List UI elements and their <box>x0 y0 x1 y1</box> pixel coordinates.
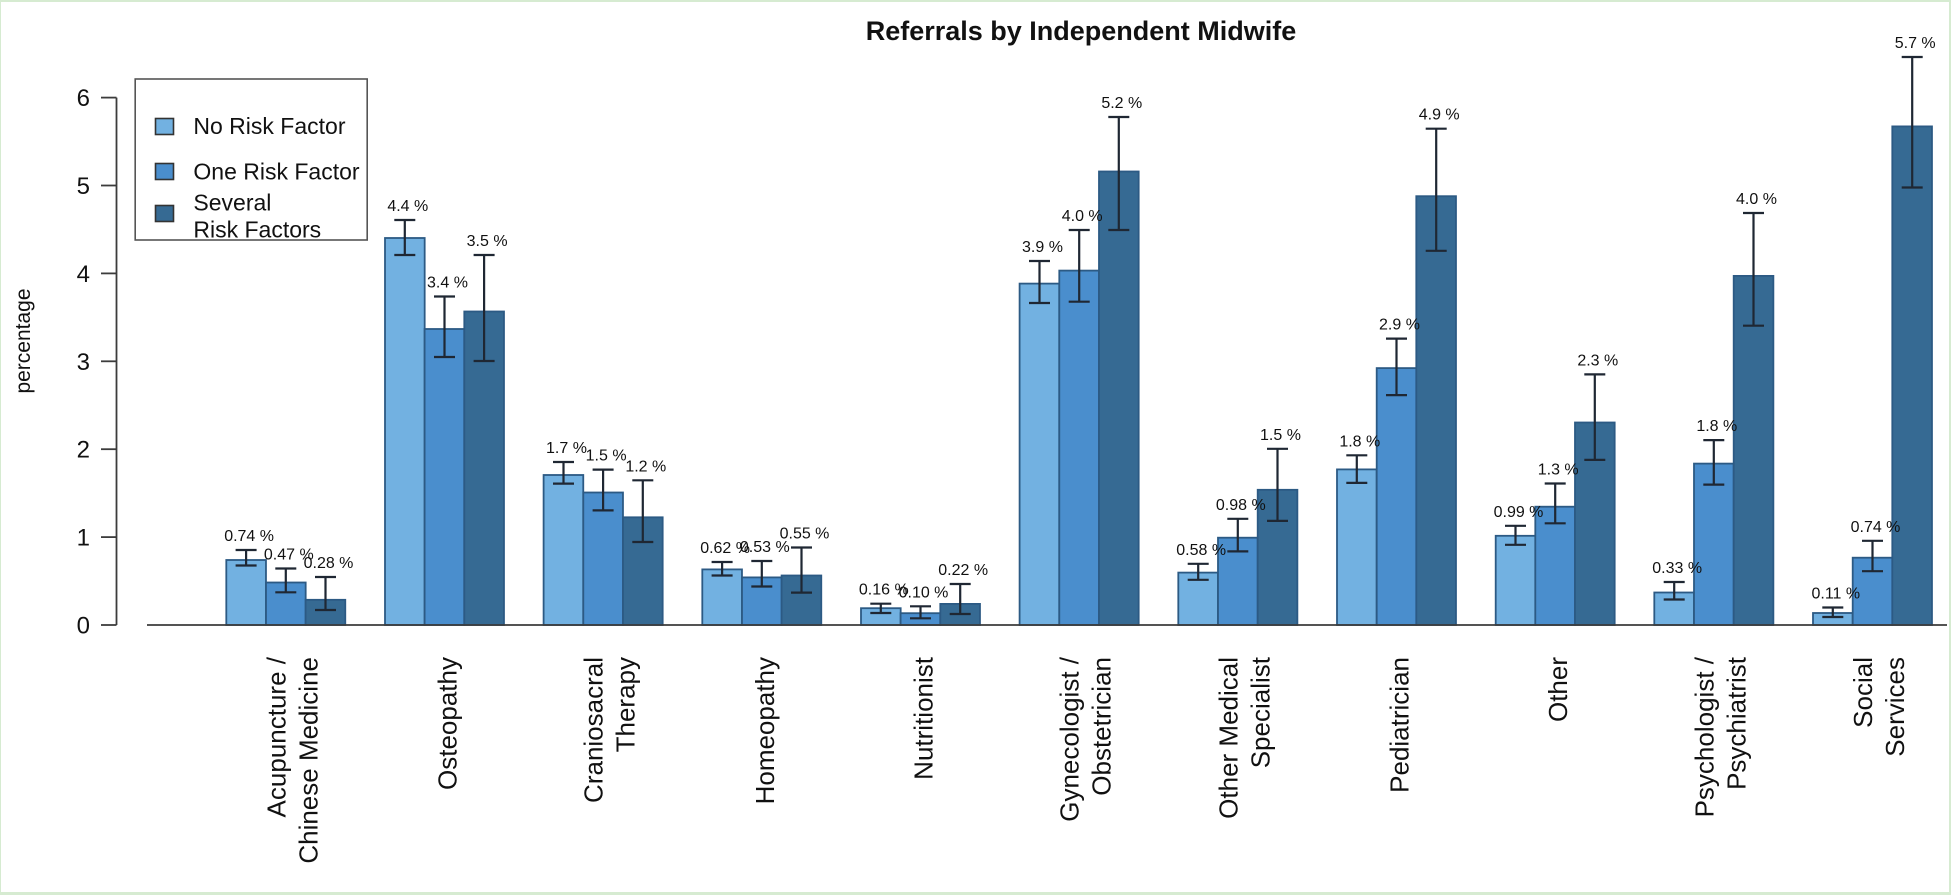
svg-text:5.2 %: 5.2 % <box>1101 95 1142 112</box>
svg-text:Other Medical: Other Medical <box>1213 657 1243 819</box>
svg-text:4.4 %: 4.4 % <box>387 198 428 215</box>
svg-text:0.98 %: 0.98 % <box>1216 497 1266 514</box>
svg-text:Referrals by Independent Midwi: Referrals by Independent Midwife <box>866 16 1297 46</box>
svg-text:percentage: percentage <box>12 288 35 393</box>
svg-text:Risk Factors: Risk Factors <box>193 217 321 243</box>
svg-text:4.0 %: 4.0 % <box>1736 191 1777 208</box>
svg-text:Specialist: Specialist <box>1245 656 1275 768</box>
svg-text:0.22 %: 0.22 % <box>938 562 988 579</box>
svg-text:1.3 %: 1.3 % <box>1538 462 1579 479</box>
svg-text:Acupuncture /: Acupuncture / <box>261 656 291 817</box>
svg-text:0.28 %: 0.28 % <box>304 555 354 572</box>
svg-text:1.5 %: 1.5 % <box>1260 427 1301 444</box>
svg-text:Chinese Medicine: Chinese Medicine <box>293 657 323 864</box>
svg-text:Craniosacral: Craniosacral <box>579 657 609 803</box>
svg-text:Gynecologist /: Gynecologist / <box>1055 656 1085 822</box>
svg-text:0.55 %: 0.55 % <box>780 526 830 543</box>
svg-text:0.74 %: 0.74 % <box>1851 519 1901 536</box>
svg-text:Obstetrician: Obstetrician <box>1087 657 1117 796</box>
svg-text:Psychiatrist: Psychiatrist <box>1721 656 1751 790</box>
svg-text:Psychologist /: Psychologist / <box>1689 656 1719 817</box>
svg-text:0.62 %: 0.62 % <box>700 540 750 557</box>
svg-text:One Risk Factor: One Risk Factor <box>193 159 359 185</box>
svg-text:3: 3 <box>77 349 90 376</box>
svg-text:Therapy: Therapy <box>611 657 641 752</box>
svg-text:4.9 %: 4.9 % <box>1419 107 1460 124</box>
svg-text:0.16 %: 0.16 % <box>859 582 909 599</box>
svg-text:0.11 %: 0.11 % <box>1811 586 1860 603</box>
svg-text:Other: Other <box>1543 657 1573 722</box>
svg-text:0.53 %: 0.53 % <box>740 539 790 556</box>
svg-text:5.7 %: 5.7 % <box>1895 35 1936 52</box>
svg-text:Osteopathy: Osteopathy <box>433 657 463 790</box>
svg-text:1.8 %: 1.8 % <box>1339 433 1380 450</box>
svg-text:1.7 %: 1.7 % <box>546 440 587 457</box>
svg-text:0.99 %: 0.99 % <box>1494 504 1544 521</box>
svg-text:6: 6 <box>77 85 90 112</box>
svg-text:4: 4 <box>77 261 90 288</box>
svg-text:0: 0 <box>77 613 90 640</box>
svg-text:4.0 %: 4.0 % <box>1062 208 1103 225</box>
svg-text:3.5 %: 3.5 % <box>467 233 508 250</box>
svg-text:0.58 %: 0.58 % <box>1176 542 1226 559</box>
svg-text:1: 1 <box>77 525 90 552</box>
svg-text:0.33 %: 0.33 % <box>1652 560 1702 577</box>
svg-text:5: 5 <box>77 173 90 200</box>
svg-text:1.2 %: 1.2 % <box>625 458 666 475</box>
svg-text:Social: Social <box>1848 657 1878 728</box>
svg-text:Homeopathy: Homeopathy <box>750 657 780 804</box>
svg-text:2: 2 <box>77 437 90 464</box>
svg-text:Services: Services <box>1880 657 1910 757</box>
svg-text:3.9 %: 3.9 % <box>1022 239 1063 256</box>
svg-text:Pediatrician: Pediatrician <box>1385 657 1415 793</box>
svg-text:2.9 %: 2.9 % <box>1379 317 1420 334</box>
svg-text:Nutritionist: Nutritionist <box>909 656 939 780</box>
svg-text:0.74 %: 0.74 % <box>224 528 274 545</box>
svg-text:2.3 %: 2.3 % <box>1577 352 1618 369</box>
svg-text:1.8 %: 1.8 % <box>1696 418 1737 435</box>
svg-text:0.10 %: 0.10 % <box>899 584 949 601</box>
svg-text:1.5 %: 1.5 % <box>586 448 627 465</box>
svg-text:No Risk Factor: No Risk Factor <box>193 113 345 139</box>
svg-text:3.4 %: 3.4 % <box>427 275 468 292</box>
svg-text:Several: Several <box>193 190 271 216</box>
svg-text:0.47 %: 0.47 % <box>264 547 314 564</box>
